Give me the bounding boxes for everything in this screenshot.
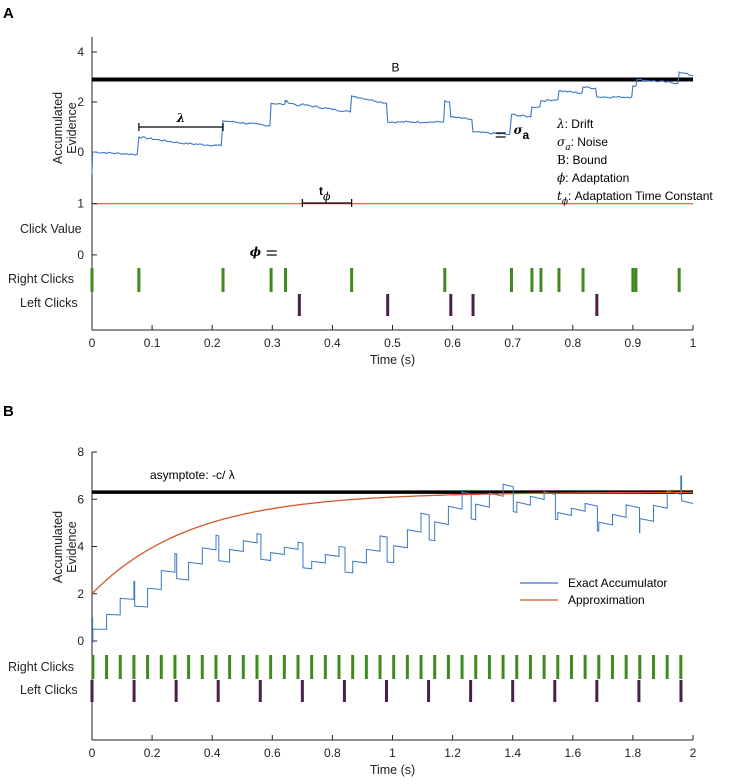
- panel-b-x-tick-label: 0.2: [144, 746, 161, 760]
- panel-a-x-tick-label: 1: [690, 336, 697, 350]
- panel-b-x-axis-label: Time (s): [370, 763, 415, 777]
- panel-a-evidence-y-tick-label: 2: [77, 95, 84, 109]
- panel-a-x-tick-label: 0.2: [204, 336, 221, 350]
- panel-b: 0 0.2 0.4 0.6 0.8 1 1.2 1.4 1.6 1.8 2 Time (s) 0 2 4 6 8…: [8, 445, 697, 777]
- panel-a-tphi-symbol: tϕ: [319, 184, 331, 203]
- panel-a-evidence-trace: [91, 71, 694, 175]
- panel-a-legend-entry: λ: Drift: [556, 117, 594, 131]
- panel-b-y-label: AccumulatedEvidence: [51, 511, 79, 583]
- panel-b-x-tick-label: 2: [690, 746, 697, 760]
- panel-b-left-clicks-label: Left Clicks: [20, 683, 78, 697]
- panel-a-legend-entry: σa: Noise: [557, 135, 608, 153]
- panel-a-x-tick-label: 0.7: [504, 336, 521, 350]
- panel-b-x-tick-label: 1: [389, 746, 396, 760]
- panel-b-label: B: [3, 403, 14, 420]
- panel-b-x-tick-label: 0.6: [264, 746, 281, 760]
- panel-b-y-tick-label: 4: [77, 540, 84, 554]
- panel-b-y-tick-label: 0: [77, 634, 84, 648]
- panel-a-legend-entry: ϕ: Adaptation: [557, 171, 629, 185]
- panel-b-x-tick-label: 0.8: [324, 746, 341, 760]
- panel-a-left-clicks-label: Left Clicks: [20, 296, 78, 310]
- panel-a-bound-label: B: [391, 61, 399, 75]
- panel-b-asymptote-label: asymptote: -c/ λ: [150, 468, 235, 482]
- panel-a-sigma-symbol: σa: [514, 123, 530, 142]
- panel-a-lambda-symbol: λ: [176, 111, 185, 125]
- panel-b-x-tick-label: 1.8: [625, 746, 642, 760]
- panel-a-x-tick-label: 0.4: [324, 336, 341, 350]
- panel-a-x-tick-label: 0.1: [144, 336, 161, 350]
- panel-b-y-tick-label: 2: [77, 587, 84, 601]
- panel-a-label: A: [3, 5, 14, 22]
- panel-a-click-y-tick-label: 1: [77, 197, 84, 211]
- panel-b-y-tick-label: 8: [77, 445, 84, 459]
- panel-a-phi-symbol: ϕ: [250, 245, 262, 259]
- panel-a-x-tick-label: 0.8: [564, 336, 581, 350]
- panel-a-legend-entry: B: Bound: [557, 153, 607, 167]
- panel-a-x-tick-label: 0.6: [444, 336, 461, 350]
- panel-b-exact-trace: [92, 475, 694, 643]
- panel-a-x-tick-label: 0.3: [264, 336, 281, 350]
- panel-a-x-tick-label: 0.9: [625, 336, 642, 350]
- panel-b-x-tick-label: 1.4: [504, 746, 521, 760]
- panel-a-x-tick-label: 0.5: [384, 336, 401, 350]
- panel-b-x-tick-label: 1.2: [444, 746, 461, 760]
- panel-b-right-clicks-label: Right Clicks: [8, 660, 74, 674]
- panel-a-x-axis-label: Time (s): [370, 353, 415, 367]
- panel-b-y-tick-label: 6: [77, 492, 84, 506]
- panel-a-legend-entry: tϕ: Adaptation Time Constant: [557, 189, 713, 207]
- panel-a-click-y-tick-label: 0: [77, 248, 84, 262]
- panel-b-legend-label: Exact Accumulator: [568, 576, 667, 590]
- panel-a-click-value-label: Click Value: [20, 222, 82, 236]
- panel-b-x-tick-label: 0.4: [204, 746, 221, 760]
- panel-a-evidence-y-tick-label: 4: [77, 45, 84, 59]
- panel-b-legend-label: Approximation: [568, 593, 645, 607]
- panel-b-x-tick-label: 1.6: [564, 746, 581, 760]
- panel-a-evidence-y-label: AccumulatedEvidence: [51, 92, 79, 164]
- panel-a-evidence-y-tick-label: 0: [77, 145, 84, 159]
- panel-a-x-tick-label: 0: [89, 336, 96, 350]
- panel-b-x-tick-label: 0: [89, 746, 96, 760]
- panel-b-approximation-trace: [91, 491, 693, 595]
- panel-a: 0 0.1 0.2 0.3 0.4 0.5 0.6 0.7 0.8 0.9 1 Time (s) 0 2 4…: [8, 37, 713, 367]
- panel-a-right-clicks-label: Right Clicks: [8, 272, 74, 286]
